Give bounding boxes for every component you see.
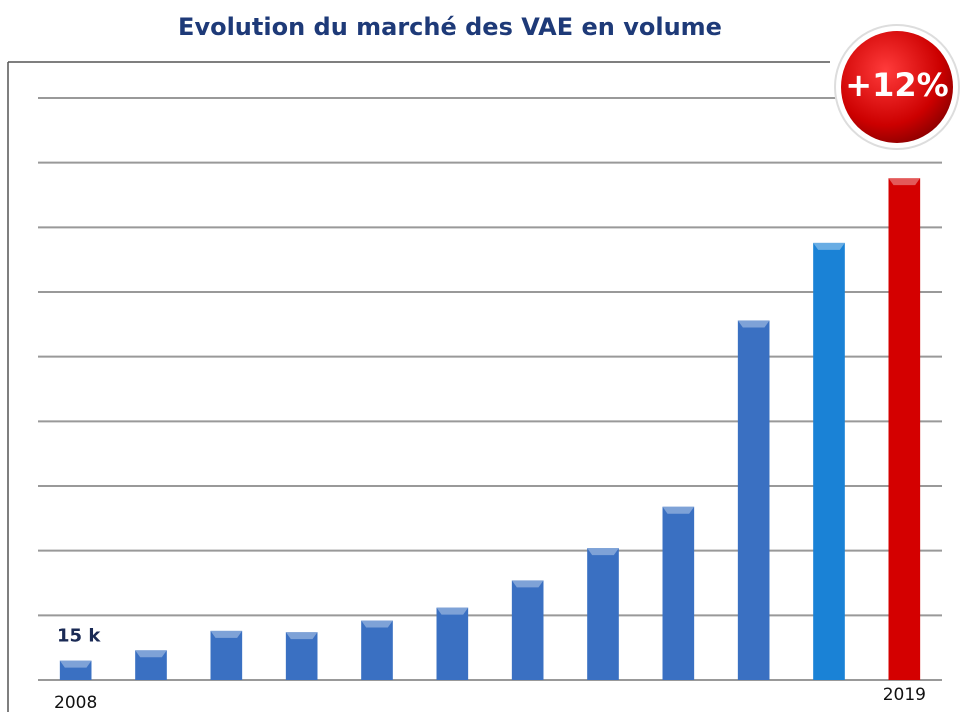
bar-cap xyxy=(210,630,243,638)
bar-cap xyxy=(888,178,921,186)
bar-cap xyxy=(587,548,619,556)
bar xyxy=(813,242,845,680)
bar xyxy=(436,607,469,680)
data-label: 15 k xyxy=(57,626,101,647)
bar xyxy=(210,630,243,680)
bar-cap xyxy=(59,660,92,668)
annotation: +12% xyxy=(845,66,948,104)
bar xyxy=(662,506,695,680)
bar xyxy=(587,548,619,680)
bar xyxy=(135,650,167,680)
bar-cap xyxy=(813,242,845,250)
bar xyxy=(737,320,770,680)
bar xyxy=(511,580,544,680)
bar-cap xyxy=(436,607,469,615)
x-tick-label: 2008 xyxy=(54,693,97,712)
bar xyxy=(285,632,318,680)
bar-cap xyxy=(511,580,544,588)
bar-cap xyxy=(662,506,695,514)
x-tick-label: 2019 xyxy=(883,685,926,705)
bar xyxy=(888,178,921,681)
bar xyxy=(361,620,393,680)
badge xyxy=(841,31,953,143)
bar xyxy=(59,660,92,680)
bar-cap xyxy=(285,632,318,640)
chart-title: Evolution du marché des VAE en volume xyxy=(178,13,722,41)
bar-cap xyxy=(737,320,770,328)
bar-cap xyxy=(135,650,167,658)
bar-cap xyxy=(361,620,393,628)
